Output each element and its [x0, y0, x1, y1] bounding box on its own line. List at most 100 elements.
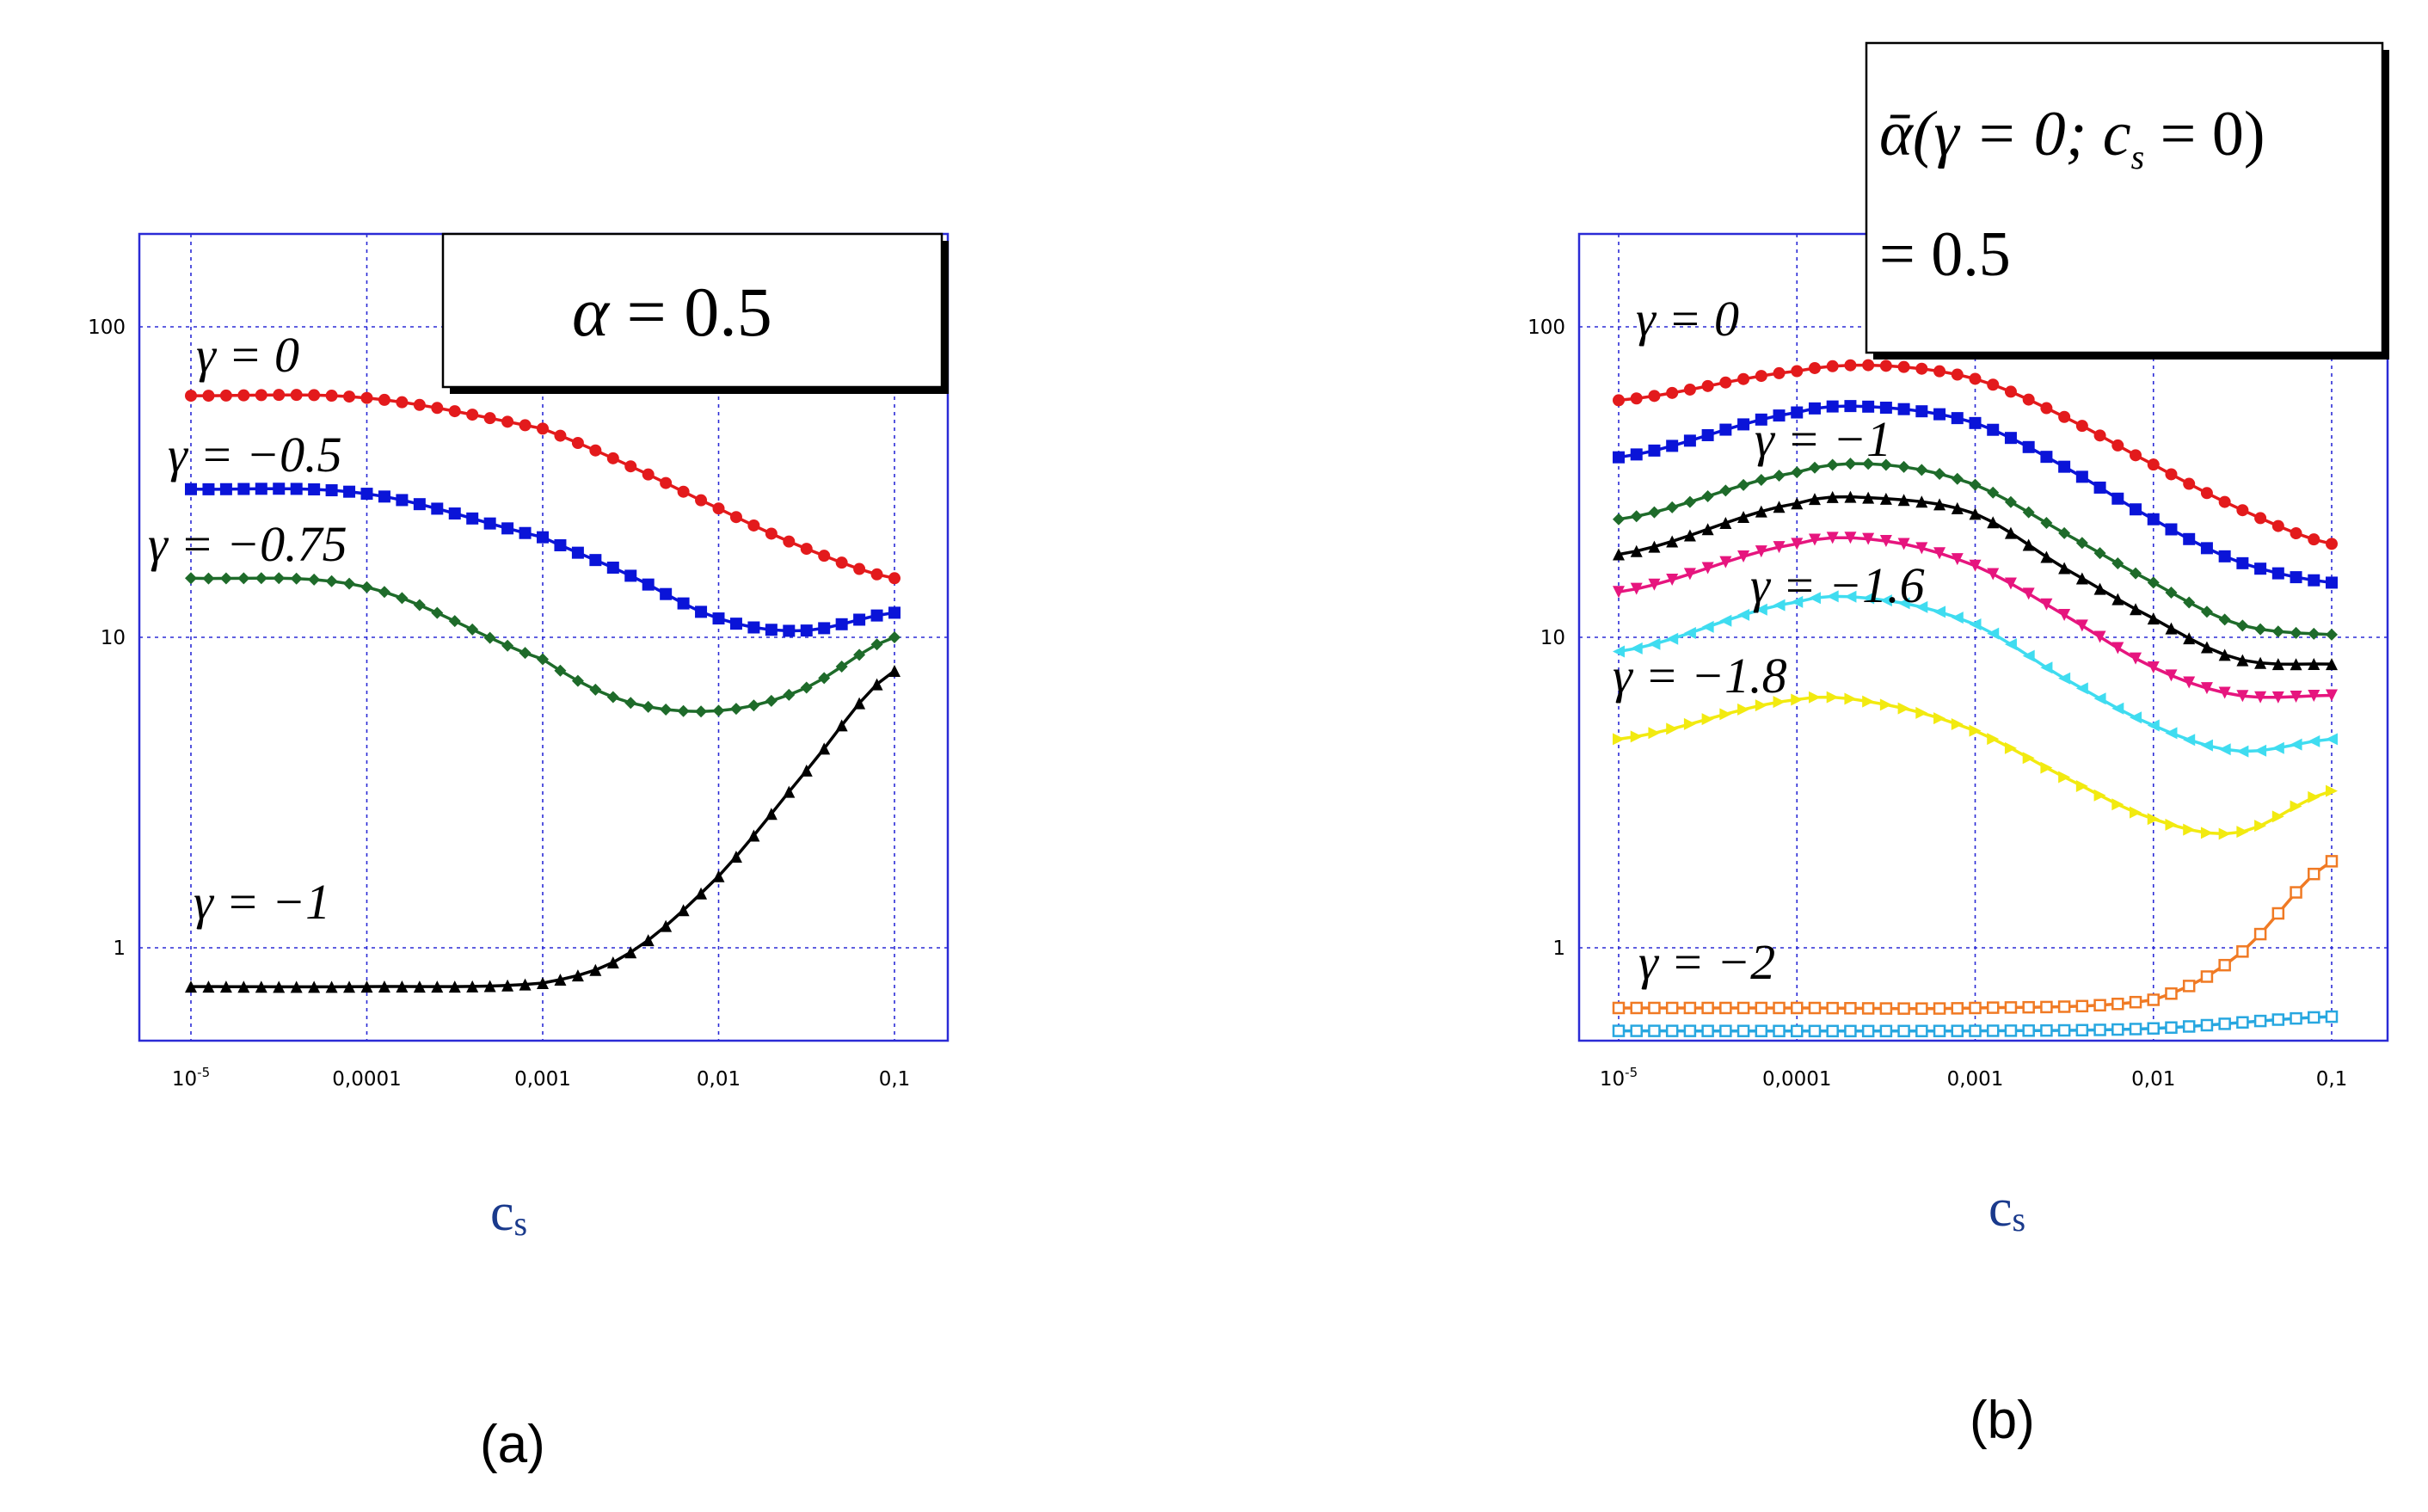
- data-point: [2004, 385, 2017, 398]
- data-point: [2147, 813, 2160, 826]
- data-point: [2271, 658, 2284, 671]
- data-point: [1808, 361, 1821, 374]
- data-point: [1844, 359, 1857, 372]
- data-point: [1844, 490, 1857, 503]
- data-point: [2075, 537, 2088, 550]
- data-point: [642, 934, 655, 947]
- data-point: [1630, 392, 1643, 405]
- data-point: [677, 904, 690, 917]
- data-point: [2093, 692, 2106, 705]
- series-5: [1613, 532, 2338, 704]
- data-point: [729, 850, 742, 863]
- data-point: [2004, 1024, 2018, 1037]
- curve-label: γ = −0.5: [168, 427, 342, 482]
- data-point: [783, 785, 796, 798]
- data-point: [2218, 958, 2231, 972]
- data-point: [2075, 682, 2088, 695]
- data-point: [1969, 507, 1982, 520]
- data-point: [2308, 790, 2320, 803]
- data-point: [2040, 402, 2053, 415]
- data-point: [2111, 1023, 2124, 1036]
- data-point: [747, 621, 760, 634]
- data-point: [2058, 410, 2071, 423]
- data-point: [1987, 516, 2000, 529]
- data-point: [396, 494, 409, 507]
- data-point: [2147, 719, 2160, 732]
- data-point: [378, 980, 390, 993]
- data-point: [2147, 993, 2160, 1006]
- data-point: [2218, 613, 2231, 626]
- data-point: [1773, 501, 1786, 513]
- data-point: [1987, 627, 2000, 640]
- data-point: [2326, 784, 2338, 797]
- y-tick-label: 1: [113, 937, 126, 960]
- data-point: [1755, 1001, 1768, 1015]
- series-3: [1613, 458, 2338, 641]
- data-point: [2183, 632, 2196, 645]
- data-point: [888, 631, 901, 643]
- series-line: [1618, 695, 2333, 836]
- data-point: [1666, 535, 1679, 548]
- data-point: [2058, 609, 2071, 622]
- data-point: [1933, 1024, 1946, 1037]
- data-point: [1736, 1001, 1750, 1015]
- x-tick-label: 10-5: [172, 1065, 210, 1091]
- data-point: [2022, 649, 2035, 662]
- data-point: [2218, 1017, 2231, 1030]
- data-point: [1773, 1001, 1786, 1015]
- data-point: [1701, 1001, 1714, 1015]
- data-point: [870, 638, 883, 651]
- data-point: [1719, 1024, 1732, 1037]
- data-point: [1666, 632, 1679, 645]
- data-point: [2111, 702, 2124, 715]
- data-point: [2236, 619, 2249, 632]
- data-point: [1879, 360, 1892, 372]
- data-point: [1951, 1002, 1964, 1015]
- x-tick-label: 0,1: [879, 1068, 911, 1091]
- data-point: [1648, 727, 1661, 740]
- data-point: [1683, 568, 1696, 581]
- data-point: [448, 507, 461, 520]
- data-point: [2165, 669, 2178, 682]
- data-point: [1683, 529, 1696, 542]
- data-point: [1951, 612, 1964, 624]
- data-point: [308, 482, 321, 495]
- data-point: [431, 606, 444, 619]
- data-point: [1612, 1001, 1626, 1015]
- data-point: [1862, 359, 1875, 372]
- data-point: [1969, 724, 1982, 737]
- data-point: [1915, 464, 1928, 476]
- data-point: [1666, 386, 1679, 399]
- data-point: [396, 592, 409, 605]
- data-point: [747, 699, 760, 712]
- data-point: [800, 681, 813, 694]
- data-point: [290, 572, 303, 585]
- data-point: [1719, 376, 1732, 389]
- data-point: [2183, 734, 2196, 747]
- data-point: [1719, 423, 1732, 436]
- annotation-box: ᾱ(γ = 0; cs = 0) = 0.5: [1865, 41, 2389, 360]
- data-point: [2165, 587, 2178, 599]
- data-point: [660, 587, 673, 600]
- data-point: [2057, 1000, 2071, 1013]
- data-point: [2040, 1000, 2053, 1014]
- data-point: [483, 412, 496, 425]
- data-point: [1666, 573, 1679, 586]
- data-point: [308, 389, 321, 402]
- data-point: [765, 527, 778, 540]
- data-point: [1755, 413, 1767, 426]
- data-point: [2236, 556, 2249, 569]
- data-point: [695, 494, 708, 507]
- data-point: [1773, 599, 1786, 612]
- data-point: [237, 482, 250, 495]
- data-point: [202, 482, 215, 495]
- data-point: [466, 512, 479, 525]
- data-point: [2308, 533, 2320, 546]
- data-point: [2111, 798, 2124, 811]
- data-point: [1755, 603, 1767, 616]
- data-point: [1969, 372, 1982, 385]
- data-point: [606, 691, 619, 704]
- data-point: [747, 519, 760, 532]
- data-point: [853, 697, 866, 710]
- data-point: [1683, 1024, 1697, 1037]
